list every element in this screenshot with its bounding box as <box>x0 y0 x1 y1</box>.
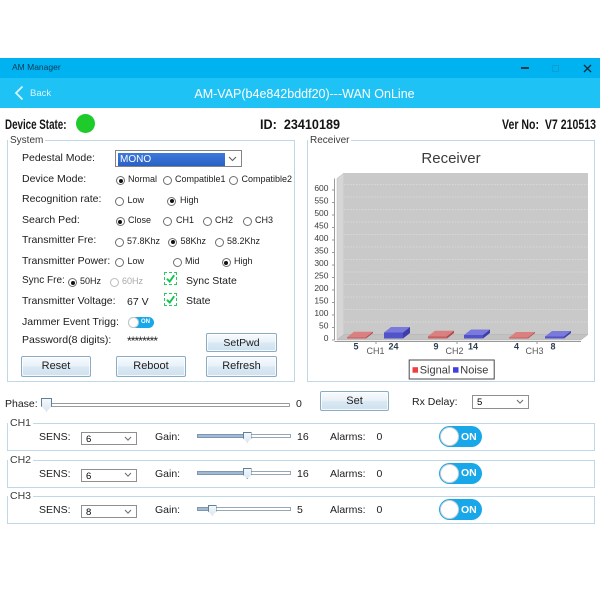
svg-text:150: 150 <box>314 296 328 306</box>
svg-text:Signal: Signal <box>420 365 451 377</box>
svg-text:CH2: CH2 <box>445 346 463 356</box>
svg-text:500: 500 <box>314 208 328 218</box>
svg-text:100: 100 <box>314 308 328 318</box>
svg-text:8: 8 <box>550 342 555 352</box>
svg-text:300: 300 <box>314 258 328 268</box>
svg-text:550: 550 <box>314 196 328 206</box>
svg-text:CH3: CH3 <box>525 346 543 356</box>
svg-text:200: 200 <box>314 283 328 293</box>
svg-text:350: 350 <box>314 246 328 256</box>
svg-text:250: 250 <box>314 271 328 281</box>
svg-text:CH1: CH1 <box>366 346 384 356</box>
svg-text:14: 14 <box>468 342 478 352</box>
svg-text:0: 0 <box>324 333 329 343</box>
svg-text:600: 600 <box>314 183 328 193</box>
svg-text:9: 9 <box>433 342 438 352</box>
svg-text:4: 4 <box>514 342 519 352</box>
svg-text:450: 450 <box>314 221 328 231</box>
svg-text:400: 400 <box>314 233 328 243</box>
svg-text:Receiver: Receiver <box>421 150 480 167</box>
svg-text:5: 5 <box>353 342 358 352</box>
svg-text:24: 24 <box>388 342 398 352</box>
svg-text:50: 50 <box>319 321 329 331</box>
svg-text:Noise: Noise <box>460 365 488 377</box>
